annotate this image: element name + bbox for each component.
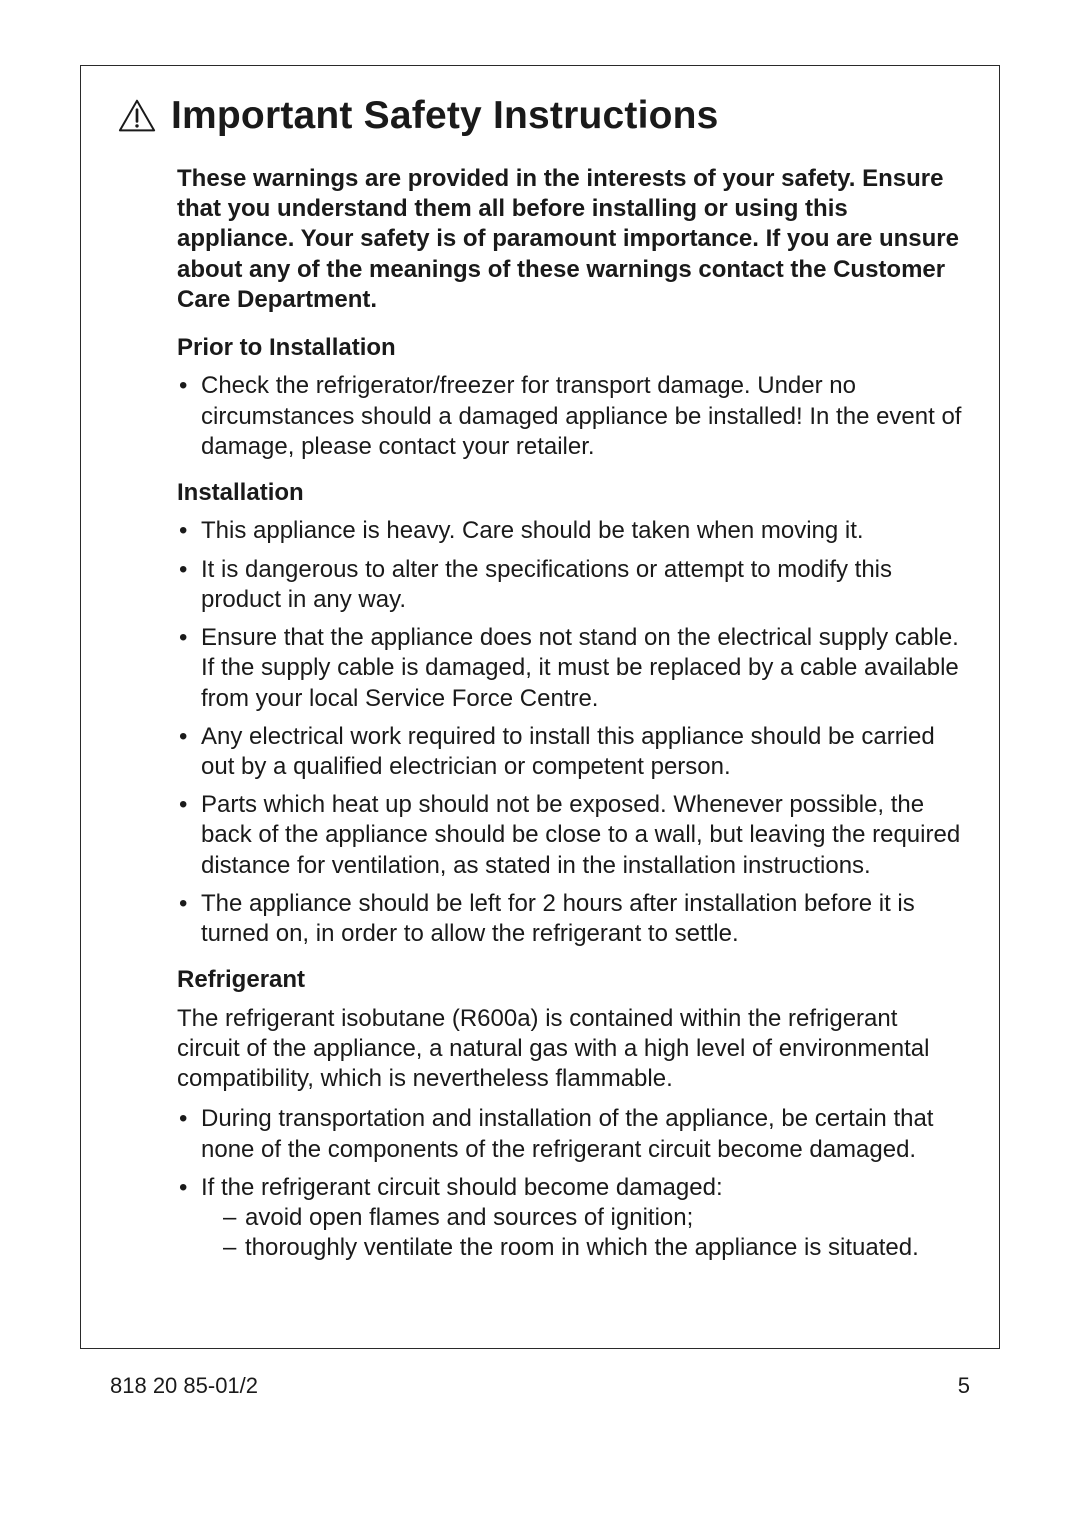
page-footer: 818 20 85-01/2 5 [110,1373,970,1399]
page-title: Important Safety Instructions [171,94,719,138]
title-row: Important Safety Instructions [117,94,963,138]
sublist-item: thoroughly ventilate the room in which t… [223,1233,963,1263]
warning-triangle-icon [117,98,157,134]
refrigerant-paragraph: The refrigerant isobutane (R600a) is con… [177,1004,963,1095]
dash-sublist: avoid open flames and sources of ignitio… [201,1203,963,1263]
section-heading-installation: Installation [177,478,963,508]
section-heading-refrigerant: Refrigerant [177,965,963,995]
bullet-list-refrigerant: During transportation and installation o… [177,1104,963,1263]
intro-paragraph: These warnings are provided in the inter… [177,164,963,315]
list-item: This appliance is heavy. Care should be … [177,516,963,546]
list-item: Any electrical work required to install … [177,722,963,782]
page-content: Important Safety Instructions These warn… [81,66,999,1264]
body-block: These warnings are provided in the inter… [117,164,963,1264]
list-item: If the refrigerant circuit should become… [177,1173,963,1264]
bullet-list-prior: Check the refrigerator/freezer for trans… [177,371,963,462]
list-item: During transportation and installation o… [177,1104,963,1164]
page-frame: Important Safety Instructions These warn… [80,65,1000,1349]
list-item: Parts which heat up should not be expose… [177,790,963,881]
list-item: The appliance should be left for 2 hours… [177,889,963,949]
list-item-text: If the refrigerant circuit should become… [201,1174,723,1201]
doc-reference: 818 20 85-01/2 [110,1373,258,1399]
sublist-item: avoid open flames and sources of ignitio… [223,1203,963,1233]
list-item: Check the refrigerator/freezer for trans… [177,371,963,462]
bullet-list-installation: This appliance is heavy. Care should be … [177,516,963,949]
list-item: It is dangerous to alter the specificati… [177,555,963,615]
list-item: Ensure that the appliance does not stand… [177,623,963,714]
page-number: 5 [958,1373,970,1399]
section-heading-prior: Prior to Installation [177,333,963,363]
